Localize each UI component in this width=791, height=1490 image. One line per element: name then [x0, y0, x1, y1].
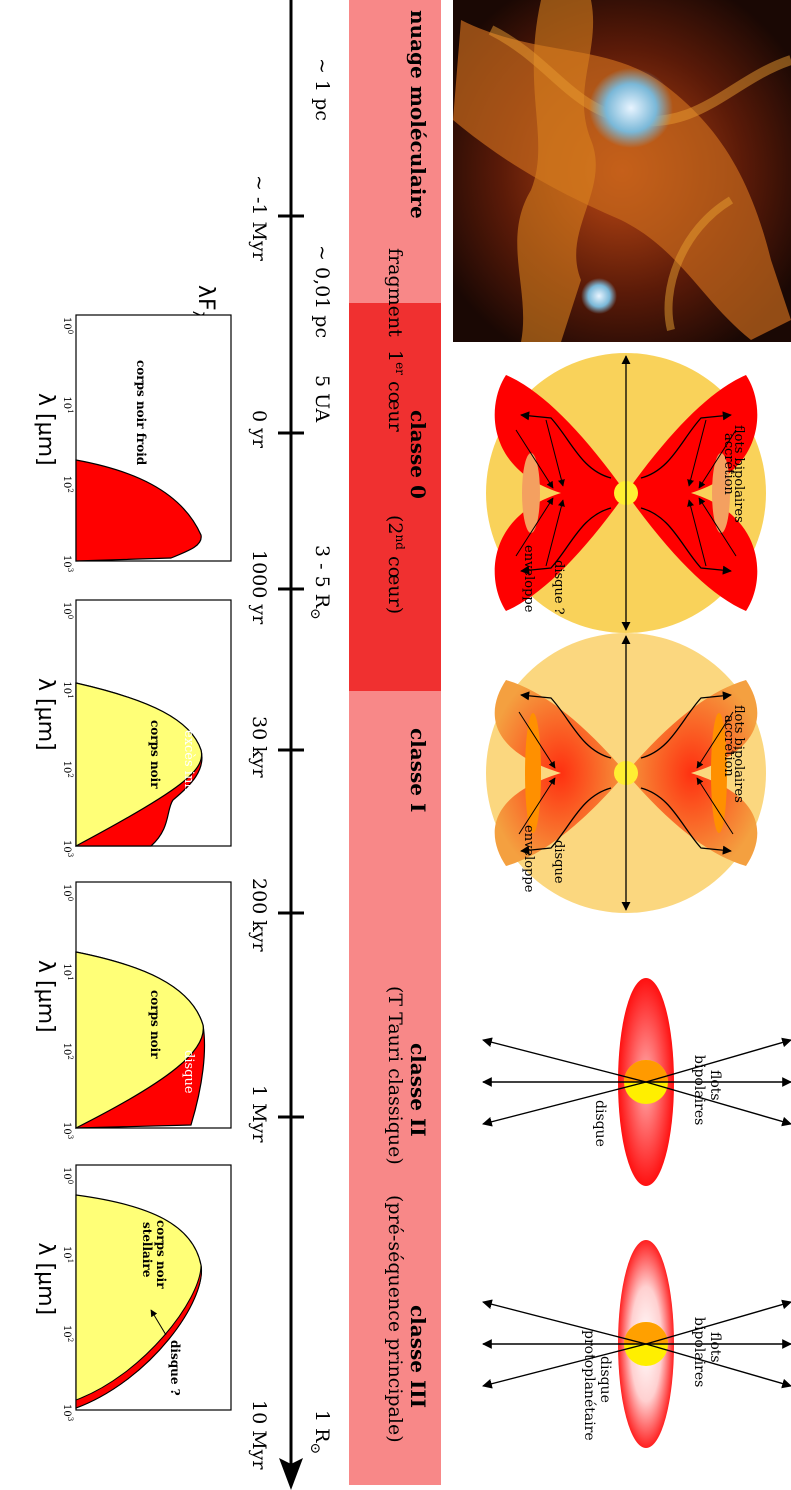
class0-first-core: 1er cœur — [384, 350, 407, 433]
band-labels: nuage moléculaire classe 0 fragment 1er … — [384, 10, 430, 1443]
class3-subtitle: (pré-séquence principale) — [384, 1195, 406, 1443]
outflows-label-2a: flots — [707, 1070, 723, 1101]
sed-tick-label: 103 — [61, 1404, 74, 1421]
cloud-title: nuage moléculaire — [406, 10, 430, 219]
sed-tick-label: 102 — [61, 761, 74, 778]
class1-title: classe I — [406, 728, 430, 812]
sed-panel-2: corps noir excès infrarouge — [75, 599, 232, 848]
class2-title: classe II — [406, 1043, 430, 1137]
sed-label-4a: corps noir — [154, 1220, 168, 1289]
sed-label-2a: corps noir — [148, 720, 162, 789]
sed-tick-label: 100 — [61, 1167, 74, 1184]
class3-title: classe III — [406, 1305, 430, 1408]
sed-tick-label: 103 — [61, 555, 74, 572]
sed-label-4b: stellaire — [140, 1222, 154, 1278]
tick-label-7: 10 Myr — [248, 1400, 270, 1470]
class0-second-core: (2nd cœur) — [384, 515, 407, 614]
envelope-label-1: enveloppe — [521, 825, 536, 893]
sed-tick-label: 102 — [61, 1043, 74, 1060]
class2-sketch: flots bipolaires disque — [482, 978, 791, 1186]
outflows-label-1: flots bipolaires — [731, 705, 746, 803]
sed-tick-label: 100 — [61, 317, 74, 334]
class1-sketch: accrétion flots bipolaires enveloppe dis… — [486, 633, 766, 913]
sed-tick-label: 101 — [61, 1246, 74, 1263]
class0-sketch: accrétion flots bipolaires enveloppe dis… — [486, 353, 766, 633]
cloud-size: ~ 1 pc — [311, 58, 333, 121]
disk-label-2: disque — [592, 1100, 608, 1147]
tick-label-1: ~ -1 Myr — [248, 175, 270, 262]
sed-xlabel: λ [µm] — [33, 960, 58, 1033]
outflows-label-2b: bipolaires — [691, 1055, 707, 1125]
sed-xlabel: λ [µm] — [33, 393, 58, 466]
accretion-label-0: accrétion — [721, 433, 736, 495]
disk-label-3a: disque — [597, 1356, 613, 1403]
outflows-label-3a: flots — [707, 1332, 723, 1363]
sed-tick-label: 103 — [61, 840, 74, 857]
class0-size-c: 3 - 5 R⊙ — [307, 545, 333, 620]
envelope-label-0: enveloppe — [521, 545, 536, 613]
sed-tick-label: 101 — [61, 681, 74, 698]
tick-label-6: 1 Myr — [248, 1085, 270, 1143]
sed-tick-label: 101 — [61, 396, 74, 413]
outflows-label-3b: bipolaires — [691, 1317, 707, 1387]
class3-size: 1 R⊙ — [307, 1410, 333, 1454]
sed-axes: 100 101 102 103 λ [µm] 100 101 102 103 λ [µm] 100 1… — [33, 317, 74, 1421]
sed-xlabel: λ [µm] — [33, 678, 58, 751]
size-row: ~ 1 pc ~ 0,01 pc 5 UA 3 - 5 R⊙ 1 R⊙ — [307, 58, 333, 1454]
sed-tick-label: 103 — [61, 1122, 74, 1139]
sed-label-1a: corps noir froid — [134, 360, 148, 466]
sed-panel-4: corps noir stellaire disque ? — [75, 1164, 232, 1411]
sed-panel-1: corps noir froid — [75, 314, 232, 562]
timeline-ticks — [278, 214, 304, 1119]
disk-label-0: disque ? — [551, 560, 566, 615]
class3-sketch: flots bipolaires disque protoplanétaire — [482, 1240, 791, 1448]
band-class0 — [349, 303, 441, 691]
disk-label-3b: protoplanétaire — [581, 1330, 597, 1441]
molecular-cloud-image — [453, 0, 791, 342]
class0-fragment: fragment — [384, 248, 406, 337]
sed-label-2b: excès infrarouge — [181, 730, 196, 841]
tick-label-2: 0 yr — [248, 410, 270, 449]
tick-label-5: 200 kyr — [248, 878, 270, 953]
class0-size-b: 5 UA — [311, 375, 333, 423]
accretion-label-1: accrétion — [721, 715, 736, 777]
sed-label-3b: disque — [181, 1050, 196, 1094]
class0-size-a: ~ 0,01 pc — [311, 245, 333, 338]
sed-tick-label: 102 — [61, 1325, 74, 1342]
sed-panel-3: corps noir disque — [75, 881, 232, 1129]
outflows-label-0: flots bipolaires — [731, 425, 746, 523]
sed-tick-label: 100 — [61, 884, 74, 901]
class0-title: classe 0 — [406, 410, 430, 499]
class2-subtitle: (T Tauri classique) — [384, 986, 406, 1165]
timeline-axis: ~ -1 Myr 0 yr 1000 yr 30 kyr 200 kyr 1 M… — [248, 0, 304, 1490]
tick-label-4: 30 kyr — [248, 716, 270, 778]
sed-tick-label: 102 — [61, 476, 74, 493]
sed-tick-label: 100 — [61, 602, 74, 619]
disk-label-1: disque — [551, 840, 566, 884]
sed-xlabel: λ [µm] — [33, 1243, 58, 1316]
timeline-arrowhead — [279, 1458, 303, 1490]
class-band — [349, 0, 441, 1485]
tick-label-3: 1000 yr — [248, 550, 270, 625]
sed-tick-label: 101 — [61, 963, 74, 980]
sed-label-4c: disque ? — [168, 1340, 182, 1396]
sed-label-3a: corps noir — [148, 990, 162, 1059]
band-class1-3 — [349, 691, 441, 1485]
band-cloud — [349, 0, 441, 303]
